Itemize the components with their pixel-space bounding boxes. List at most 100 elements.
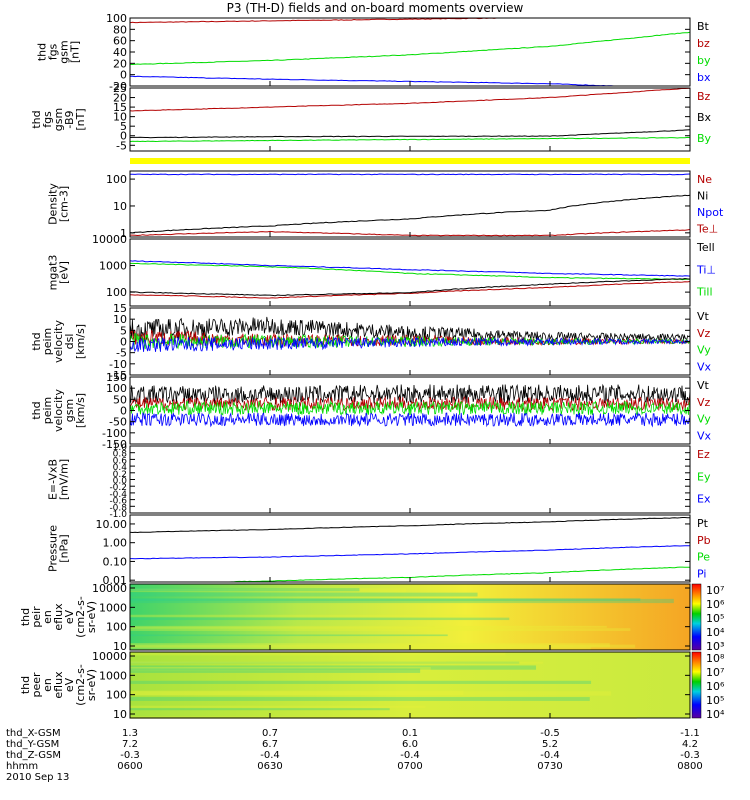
- y-tick-label: 40: [113, 46, 127, 59]
- y-axis-label: eV: [63, 677, 76, 692]
- legend-Ni: Ni: [697, 190, 708, 203]
- y-tick-label: -150: [102, 438, 127, 451]
- legend-Vt: Vt: [697, 379, 710, 392]
- legend-Vx: Vx: [697, 360, 712, 373]
- axis-row-label: thd_Z-GSM: [6, 750, 61, 761]
- legend-Bx: Bx: [697, 111, 712, 124]
- y-tick-label: -5: [116, 347, 127, 360]
- y-tick-label: 25: [113, 82, 127, 95]
- spectrogram-band: [130, 588, 360, 592]
- axis-value: -0.4: [400, 750, 420, 761]
- y-tick-label: 0: [120, 130, 127, 143]
- legend-Tell: Tell: [696, 241, 715, 254]
- y-tick-label: 100: [106, 173, 127, 186]
- spectrogram-band: [130, 666, 431, 671]
- y-tick-label: 0.6: [113, 456, 128, 466]
- y-axis-label: (cm2-s-: [74, 664, 87, 706]
- y-tick-label: 0.2: [113, 470, 127, 480]
- spectrogram-band: [130, 665, 537, 670]
- axis-value: 1.3: [122, 728, 138, 739]
- axis-value: 0630: [257, 761, 283, 772]
- y-tick-label: 100: [106, 12, 127, 25]
- axis-value: 0700: [397, 761, 423, 772]
- y-axis-label: mgat3: [47, 255, 60, 291]
- y-axis-label: [nPa]: [58, 534, 71, 562]
- y-axis-label: thd: [19, 608, 32, 626]
- legend-Npot: Npot: [697, 206, 724, 219]
- y-tick-label: 5: [120, 120, 127, 133]
- y-axis-label: sr-eV): [85, 601, 98, 633]
- axis-value: -0.5: [540, 728, 560, 739]
- spectrogram-band: [130, 598, 674, 604]
- y-axis-label: thd: [36, 43, 49, 61]
- legend-Pb: Pb: [697, 534, 711, 547]
- y-axis-label: gsm: [63, 399, 76, 422]
- y-tick-label: 20: [113, 92, 127, 105]
- series-Vt: [129, 316, 691, 343]
- legend-Ey: Ey: [697, 470, 711, 483]
- y-axis-label: peim: [41, 328, 54, 356]
- spectrogram-band: [130, 617, 510, 621]
- y-tick-label: 10: [113, 200, 127, 213]
- y-tick-label: 1.00: [103, 537, 128, 550]
- spectrogram-band: [130, 592, 478, 597]
- spectrogram-band: [130, 708, 390, 711]
- y-axis-label: Density: [47, 183, 60, 225]
- y-tick-label: 20: [113, 57, 127, 70]
- legend-Ez: Ez: [697, 448, 710, 461]
- series-bz: [129, 17, 690, 24]
- legend-Vt: Vt: [697, 310, 710, 323]
- y-tick-label: 60: [113, 35, 127, 48]
- panel-frame: [129, 87, 691, 152]
- colorbar-label: 10⁶: [706, 680, 725, 693]
- series-Pi: [130, 545, 690, 560]
- colorbar-label: 10⁷: [706, 584, 724, 597]
- y-tick-label: 0.0: [113, 477, 128, 487]
- axis-value: -1.1: [680, 728, 700, 739]
- axis-value: -0.3: [120, 750, 140, 761]
- series-Bz: [129, 87, 691, 112]
- date-label: 2010 Sep 13: [6, 772, 70, 783]
- y-axis-label: [km/s]: [74, 393, 87, 428]
- colorbar-label: 10⁷: [706, 666, 724, 679]
- y-tick-label: -0.6: [109, 497, 127, 507]
- spectrogram-band: [130, 652, 506, 656]
- y-tick-label: 15: [113, 302, 127, 315]
- spectrogram-field: [130, 584, 690, 650]
- y-axis-label: thd: [30, 332, 43, 350]
- axis-value: 0.7: [262, 728, 278, 739]
- y-tick-label: 0.01: [103, 574, 128, 587]
- axis-row-label: thd_Y-GSM: [6, 739, 60, 750]
- spectrogram-band: [130, 644, 636, 648]
- y-tick-label: 0: [120, 336, 127, 349]
- y-axis-label: peir: [30, 606, 43, 628]
- legend-bx: bx: [697, 71, 711, 84]
- series-Vt: [129, 383, 691, 405]
- spectrogram-band: [130, 661, 520, 664]
- y-tick-label: -0.4: [109, 490, 127, 500]
- y-axis-label: eflux: [52, 603, 65, 631]
- colorbar-label: 10⁶: [706, 598, 725, 611]
- legend-Te⊥: Te⊥: [696, 223, 718, 236]
- y-tick-label: 100: [106, 689, 127, 702]
- y-tick-label: 10: [113, 640, 127, 653]
- y-tick-label: 5: [120, 324, 127, 337]
- y-axis-label: dsl: [63, 334, 76, 350]
- y-tick-label: 10: [113, 111, 127, 124]
- colorbar-label: 10⁴: [706, 626, 725, 639]
- colorbar-label: 10⁴: [706, 708, 725, 721]
- legend-Vy: Vy: [697, 344, 711, 357]
- legend-by: by: [697, 54, 711, 67]
- legend-Ne: Ne: [697, 173, 712, 186]
- y-tick-label: 10: [113, 708, 127, 721]
- y-axis-label: peer: [30, 672, 43, 698]
- axis-row-label: hhmm: [6, 761, 39, 772]
- y-tick-label: 150: [106, 371, 127, 384]
- y-axis-label: thd: [19, 676, 32, 694]
- y-axis-label: fgs: [47, 43, 60, 60]
- y-tick-label: -0.8: [109, 503, 127, 513]
- y-axis-label: [mV/m]: [58, 459, 71, 500]
- legend-Pe: Pe: [697, 551, 710, 564]
